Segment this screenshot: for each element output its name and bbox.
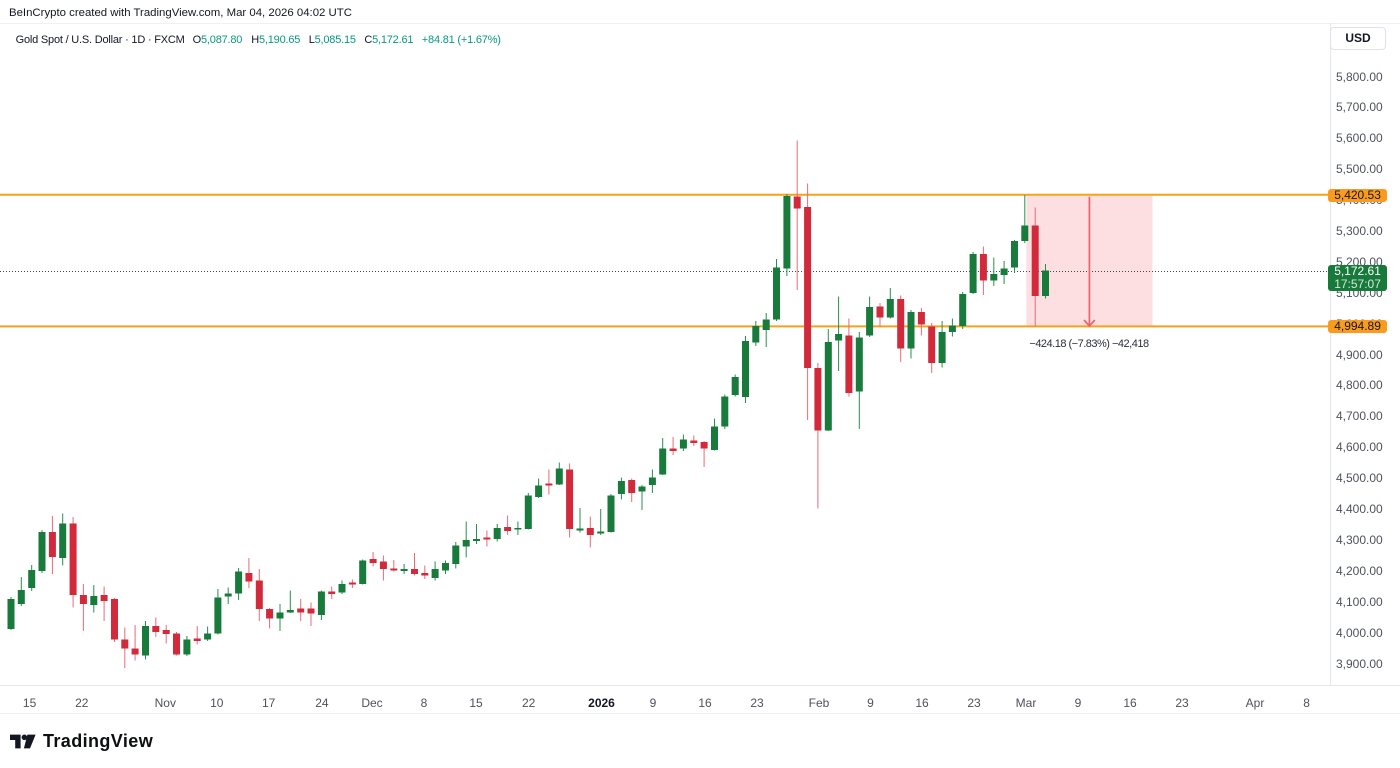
svg-text:TradingView: TradingView	[43, 732, 154, 751]
